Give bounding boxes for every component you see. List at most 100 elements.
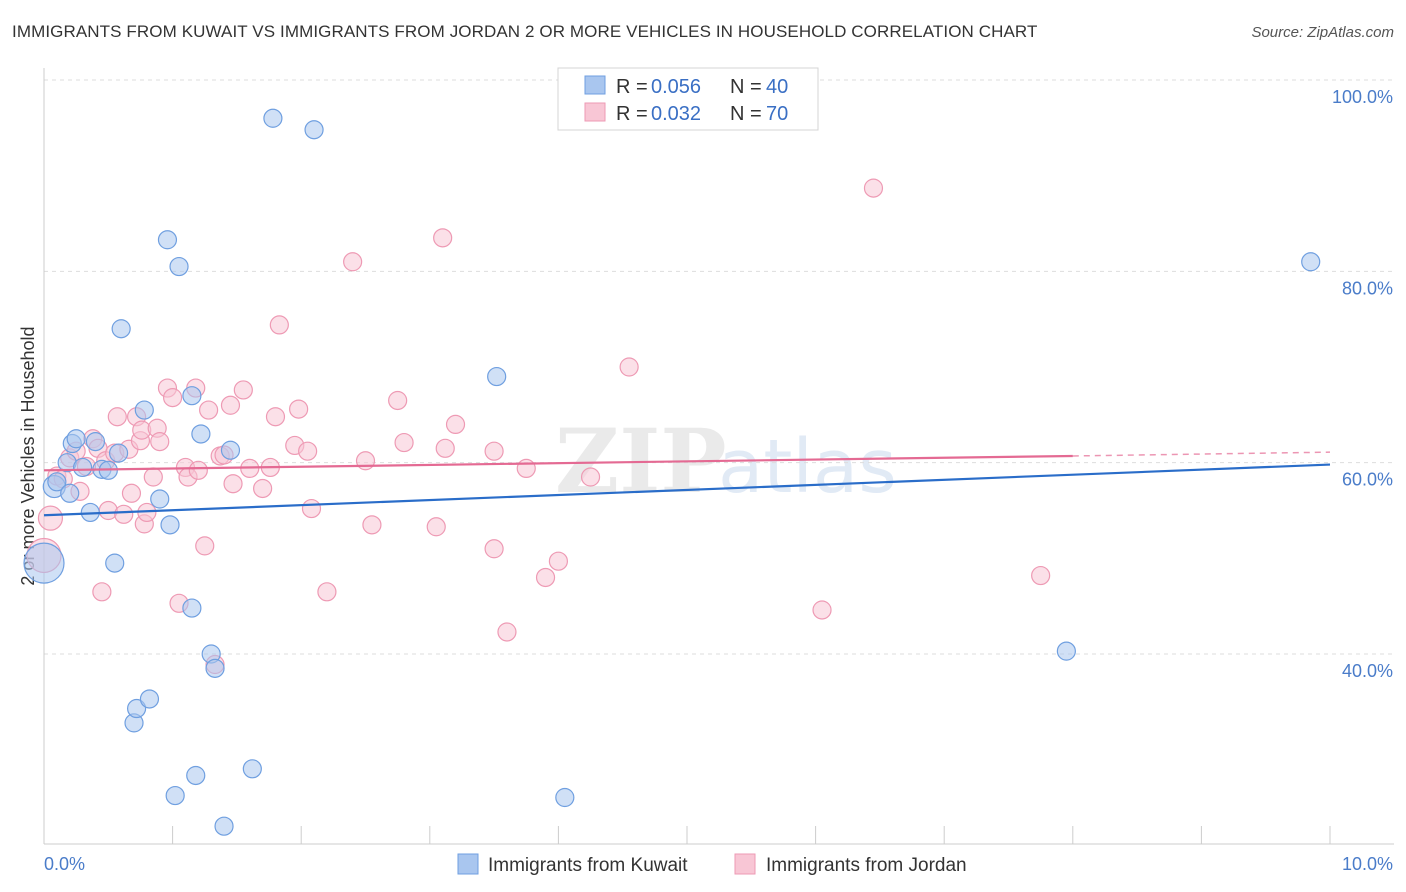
point-kuwait-24 — [182, 386, 202, 406]
stats-legend-n-value-jordan: 70 — [766, 103, 788, 125]
point-kuwait-20 — [157, 230, 178, 250]
point-jordan-60 — [484, 441, 504, 461]
stats-legend-n-label-kuwait: N = — [730, 76, 767, 98]
point-kuwait-31 — [220, 440, 241, 460]
point-jordan-40 — [233, 380, 253, 400]
x-tick-label-min: 0.0% — [44, 854, 85, 874]
point-jordan-53 — [362, 515, 382, 535]
point-kuwait-13 — [108, 443, 129, 463]
point-jordan-62 — [497, 622, 517, 642]
trend-lines — [43, 451, 1331, 517]
scatter-points — [23, 108, 1321, 836]
y-tick-label-80: 80.0% — [1342, 278, 1393, 298]
point-kuwait-19 — [150, 489, 170, 509]
point-kuwait-4 — [60, 483, 80, 503]
point-kuwait-12 — [105, 553, 125, 573]
y-tick-label-40: 40.0% — [1342, 661, 1393, 681]
point-jordan-52 — [355, 451, 376, 471]
legend-swatch-jordan — [734, 853, 756, 875]
point-jordan-34 — [199, 400, 219, 420]
point-jordan-48 — [298, 441, 318, 461]
point-jordan-32 — [188, 460, 208, 480]
point-jordan-69 — [863, 178, 884, 198]
point-jordan-10 — [92, 582, 112, 602]
point-jordan-68 — [812, 600, 832, 620]
stats-legend-r-label-kuwait: R = — [616, 76, 653, 98]
gridlines — [44, 79, 1394, 655]
point-jordan-63 — [516, 458, 536, 479]
chart-title: IMMIGRANTS FROM KUWAIT VS IMMIGRANTS FRO… — [12, 22, 1038, 41]
point-kuwait-29 — [205, 658, 225, 678]
point-jordan-23 — [143, 467, 163, 487]
trend-line-kuwait — [43, 463, 1331, 517]
point-jordan-39 — [223, 474, 243, 494]
point-jordan-25 — [150, 432, 170, 452]
point-jordan-14 — [107, 407, 127, 427]
trend-line-jordan — [43, 454, 1073, 472]
point-kuwait-21 — [160, 515, 180, 535]
point-kuwait-32 — [242, 759, 262, 779]
watermark: ZIP atlas — [555, 409, 897, 513]
point-jordan-50 — [317, 582, 337, 602]
point-kuwait-22 — [165, 785, 185, 806]
point-jordan-58 — [435, 438, 455, 458]
point-jordan-47 — [289, 399, 309, 419]
point-kuwait-18 — [139, 689, 160, 709]
point-kuwait-9 — [85, 432, 106, 452]
point-jordan-27 — [163, 388, 183, 408]
point-jordan-51 — [343, 252, 363, 272]
legend-swatch-kuwait — [457, 853, 479, 875]
point-jordan-45 — [269, 315, 289, 335]
point-jordan-33 — [195, 536, 215, 556]
point-jordan-42 — [253, 478, 273, 499]
stats-legend-n-value-kuwait: 40 — [766, 76, 788, 98]
stats-legend-r-value-jordan: 0.032 — [651, 103, 701, 125]
point-jordan-1 — [37, 505, 64, 531]
point-jordan-55 — [394, 432, 414, 453]
point-jordan-38 — [220, 395, 241, 415]
point-kuwait-38 — [1301, 252, 1321, 272]
point-jordan-49 — [301, 498, 322, 519]
y-tick-labels: 40.0% 60.0% 80.0% 100.0% — [1332, 87, 1393, 681]
point-jordan-56 — [426, 517, 446, 537]
trend-line-jordan-extension — [1072, 451, 1331, 457]
series-legend: Immigrants from Kuwait Immigrants from J… — [457, 853, 967, 876]
point-kuwait-37 — [1056, 641, 1076, 661]
point-kuwait-26 — [186, 765, 206, 786]
stats-legend-swatch-kuwait — [584, 75, 606, 95]
point-kuwait-7 — [72, 457, 93, 478]
point-kuwait-34 — [304, 120, 324, 140]
y-tick-label-60: 60.0% — [1342, 470, 1393, 490]
point-jordan-54 — [388, 390, 408, 411]
point-kuwait-27 — [191, 424, 211, 444]
stats-legend-swatch-jordan — [584, 102, 606, 122]
legend-label-jordan: Immigrants from Jordan — [766, 855, 967, 876]
point-kuwait-36 — [555, 787, 575, 808]
x-axis-ticks — [43, 826, 1331, 844]
point-kuwait-14 — [111, 319, 131, 339]
y-tick-label-100: 100.0% — [1332, 87, 1393, 107]
point-kuwait-33 — [263, 108, 283, 128]
point-jordan-17 — [121, 483, 142, 503]
stats-legend-n-label-jordan: N = — [730, 103, 767, 125]
point-jordan-70 — [1031, 565, 1051, 586]
point-kuwait-30 — [214, 816, 234, 836]
x-tick-label-max: 10.0% — [1342, 854, 1393, 874]
source-label: Source: ZipAtlas.com — [1251, 24, 1394, 41]
point-jordan-44 — [265, 407, 286, 427]
point-kuwait-16 — [126, 698, 147, 719]
point-kuwait-35 — [487, 366, 507, 387]
point-jordan-61 — [484, 539, 504, 559]
legend-label-kuwait: Immigrants from Kuwait — [488, 855, 688, 876]
stats-legend: R = 0.056 N = 40 R = 0.032 N = 70 — [557, 67, 819, 131]
point-jordan-64 — [535, 567, 556, 588]
point-jordan-57 — [433, 228, 453, 248]
point-kuwait-6 — [66, 429, 86, 449]
y-axis-title: 2 or more Vehicles in Household — [18, 326, 38, 585]
stats-legend-r-value-kuwait: 0.056 — [651, 76, 701, 98]
point-kuwait-2 — [47, 472, 67, 492]
point-jordan-65 — [548, 551, 569, 571]
watermark-atlas: atlas — [718, 424, 897, 510]
stats-legend-r-label-jordan: R = — [616, 103, 653, 125]
